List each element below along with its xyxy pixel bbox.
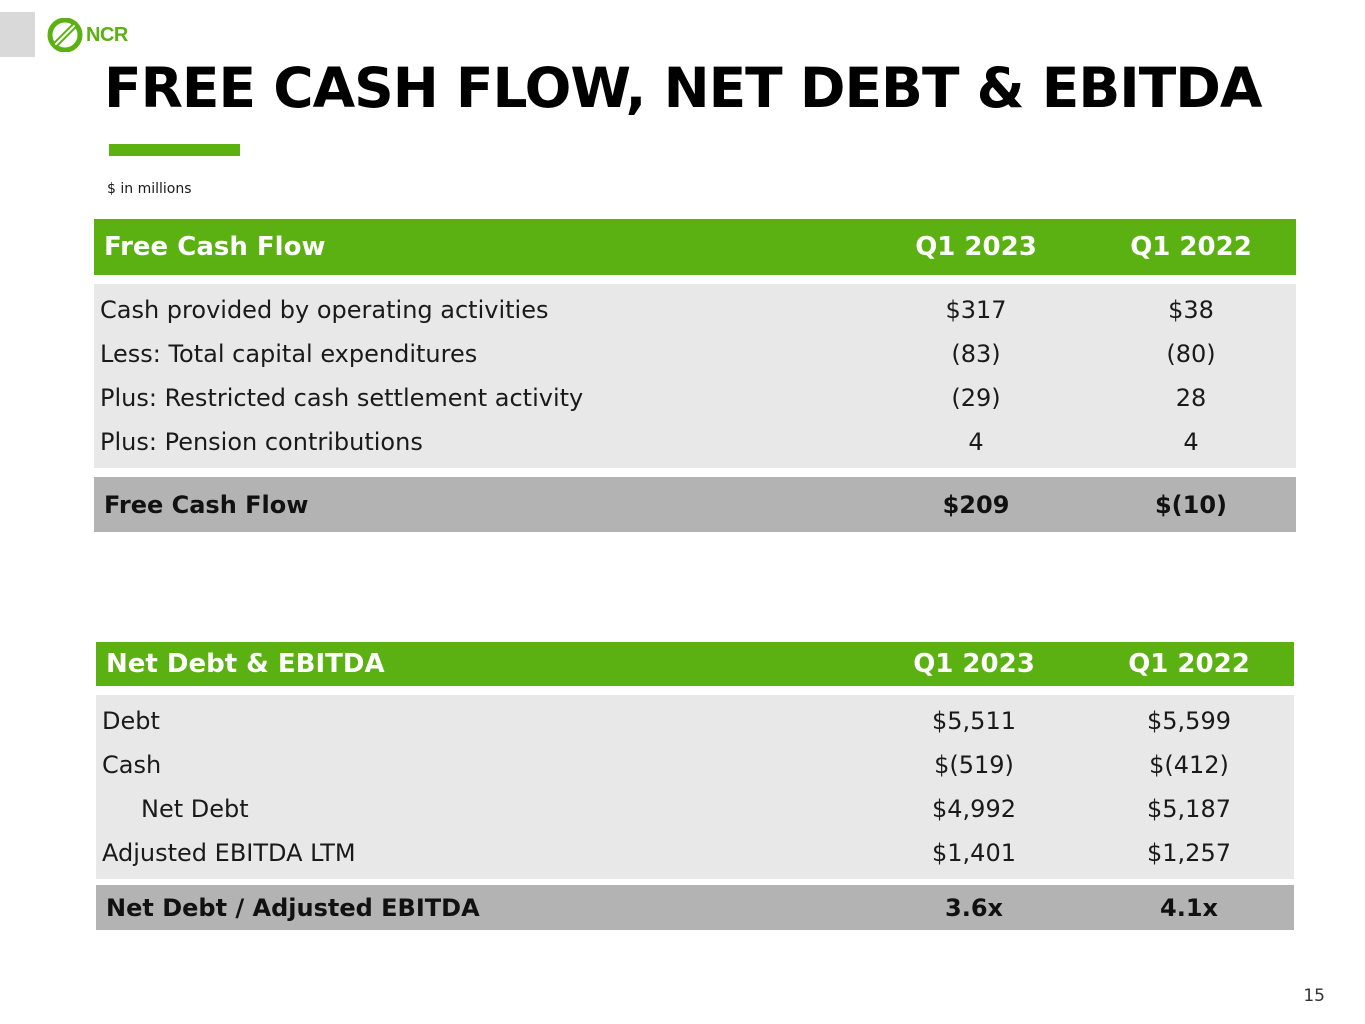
table-row: Debt $5,511 $5,599 [96, 699, 1294, 743]
table-header: Net Debt & EBITDA Q1 2023 Q1 2022 [96, 642, 1294, 686]
row-value-q1-2023: (83) [951, 340, 1001, 368]
header-col-q1-2023: Q1 2023 [913, 649, 1035, 679]
row-value-q1-2023: $317 [945, 296, 1007, 324]
header-label: Net Debt & EBITDA [106, 649, 385, 679]
table-row: Plus: Pension contributions 4 4 [94, 420, 1296, 464]
total-label: Free Cash Flow [104, 490, 309, 519]
row-label: Net Debt [141, 795, 249, 823]
page-title: FREE CASH FLOW, NET DEBT & EBITDA [104, 56, 1262, 120]
row-value-q1-2023: (29) [951, 384, 1001, 412]
units-note: $ in millions [107, 181, 192, 197]
table-body: Cash provided by operating activities $3… [94, 284, 1296, 468]
row-label: Cash [102, 751, 162, 779]
row-value-q1-2022: $1,257 [1147, 839, 1231, 867]
row-value-q1-2022: $5,187 [1147, 795, 1231, 823]
row-value-q1-2022: $5,599 [1147, 707, 1231, 735]
row-value-q1-2023: $5,511 [932, 707, 1016, 735]
row-value-q1-2022: $38 [1168, 296, 1214, 324]
header-col-q1-2022: Q1 2022 [1130, 232, 1252, 262]
ncr-logo: NCR [46, 18, 128, 52]
row-value-q1-2023: 4 [968, 428, 984, 456]
row-label: Plus: Pension contributions [100, 428, 423, 456]
total-value-q1-2022: $(10) [1154, 490, 1228, 519]
row-value-q1-2022: $(412) [1149, 751, 1229, 779]
page-number: 15 [1303, 986, 1325, 1006]
header-col-q1-2023: Q1 2023 [915, 232, 1037, 262]
total-value-q1-2023: 3.6x [945, 893, 1003, 922]
row-value-q1-2023: $4,992 [932, 795, 1016, 823]
table-row: Adjusted EBITDA LTM $1,401 $1,257 [96, 831, 1294, 875]
table-body: Debt $5,511 $5,599 Cash $(519) $(412) Ne… [96, 695, 1294, 879]
header-label: Free Cash Flow [104, 232, 326, 262]
logo-text: NCR [86, 23, 128, 46]
total-value-q1-2022: 4.1x [1160, 893, 1218, 922]
ncr-logo-icon [46, 18, 84, 52]
row-label: Cash provided by operating activities [100, 296, 549, 324]
row-value-q1-2023: $(519) [934, 751, 1014, 779]
corner-tab [0, 12, 35, 57]
table-row: Cash $(519) $(412) [96, 743, 1294, 787]
row-value-q1-2022: 4 [1183, 428, 1199, 456]
total-label: Net Debt / Adjusted EBITDA [106, 893, 480, 922]
row-label: Plus: Restricted cash settlement activit… [100, 384, 584, 412]
row-value-q1-2023: $1,401 [932, 839, 1016, 867]
row-value-q1-2022: (80) [1166, 340, 1216, 368]
row-label: Less: Total capital expenditures [100, 340, 478, 368]
row-value-q1-2022: 28 [1175, 384, 1207, 412]
title-underline [109, 144, 240, 156]
table-row: Cash provided by operating activities $3… [94, 288, 1296, 332]
table-row: Plus: Restricted cash settlement activit… [94, 376, 1296, 420]
net-debt-ebitda-table: Net Debt & EBITDA Q1 2023 Q1 2022 Debt $… [96, 642, 1294, 930]
table-total-row: Free Cash Flow $209 $(10) [94, 477, 1296, 532]
total-value-q1-2023: $209 [942, 490, 1010, 519]
row-label: Debt [102, 707, 160, 735]
table-header: Free Cash Flow Q1 2023 Q1 2022 [94, 219, 1296, 275]
table-row: Less: Total capital expenditures (83) (8… [94, 332, 1296, 376]
header-col-q1-2022: Q1 2022 [1128, 649, 1250, 679]
row-label: Adjusted EBITDA LTM [102, 839, 356, 867]
free-cash-flow-table: Free Cash Flow Q1 2023 Q1 2022 Cash prov… [94, 219, 1296, 532]
table-total-row: Net Debt / Adjusted EBITDA 3.6x 4.1x [96, 885, 1294, 930]
table-row: Net Debt $4,992 $5,187 [96, 787, 1294, 831]
